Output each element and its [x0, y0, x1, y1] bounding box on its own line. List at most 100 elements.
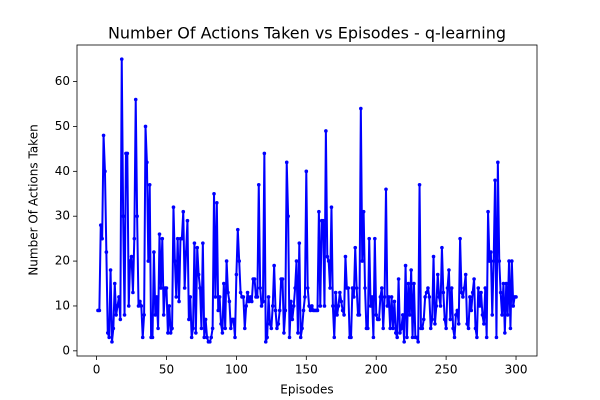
point [343, 254, 348, 259]
point [472, 277, 476, 281]
point [399, 326, 404, 331]
point [346, 286, 351, 290]
point [441, 290, 446, 295]
point [448, 317, 453, 322]
point [374, 313, 379, 317]
point [289, 299, 293, 304]
point [275, 326, 279, 331]
point [182, 286, 187, 290]
point [196, 272, 201, 277]
point [489, 250, 493, 254]
point [192, 241, 197, 245]
point [326, 259, 331, 263]
point [332, 335, 337, 340]
point [245, 290, 250, 295]
point [403, 263, 408, 268]
point [247, 299, 251, 304]
point [171, 205, 176, 210]
point [378, 295, 383, 299]
point [505, 313, 510, 317]
point [280, 277, 285, 281]
point [131, 290, 135, 295]
point [105, 331, 110, 335]
point [261, 299, 265, 304]
point [298, 335, 303, 340]
point [405, 335, 409, 340]
point [248, 295, 253, 299]
point [164, 286, 169, 290]
point [427, 295, 432, 299]
point [325, 254, 330, 259]
point [129, 254, 134, 259]
point [201, 241, 205, 245]
point [139, 304, 144, 308]
point [203, 317, 208, 322]
point [329, 205, 334, 210]
point [423, 295, 427, 299]
point [215, 200, 219, 205]
point [135, 214, 139, 219]
point [104, 250, 109, 254]
point [160, 236, 165, 241]
point [350, 286, 355, 290]
point [339, 299, 344, 304]
point [146, 259, 151, 263]
x-tick-label: 300 [505, 363, 528, 377]
point [510, 259, 514, 263]
point [258, 286, 262, 290]
point [202, 335, 207, 340]
point [482, 322, 486, 326]
point [208, 340, 212, 344]
point [310, 304, 314, 308]
point [406, 281, 411, 286]
y-tick-label: 30 [55, 209, 70, 223]
point [511, 304, 516, 308]
point [259, 304, 264, 308]
point [110, 340, 114, 344]
point [153, 313, 158, 317]
point [265, 335, 269, 340]
y-tick-label: 40 [55, 164, 70, 178]
point [468, 295, 472, 299]
point [361, 209, 366, 214]
y-tick-label: 20 [55, 254, 70, 268]
point [297, 241, 302, 245]
point [111, 326, 116, 331]
point [380, 286, 384, 290]
point [503, 331, 507, 335]
point [393, 331, 398, 335]
point [480, 313, 485, 317]
y-tick-label: 10 [55, 298, 70, 312]
point [175, 236, 180, 241]
point [438, 304, 443, 308]
point [180, 236, 184, 241]
point [270, 304, 275, 308]
point [463, 272, 468, 277]
point [486, 209, 490, 214]
point [335, 313, 339, 317]
point [431, 254, 436, 259]
y-tick-label: 50 [55, 119, 70, 133]
point [402, 340, 406, 344]
x-axis-label: Episodes [280, 383, 333, 397]
point [191, 326, 195, 331]
point [454, 313, 458, 317]
point [301, 308, 306, 313]
point [377, 317, 381, 322]
point [181, 209, 186, 214]
point [101, 133, 106, 138]
point [318, 304, 323, 308]
point [256, 182, 261, 187]
point [235, 227, 240, 232]
point [97, 308, 102, 313]
point [428, 326, 433, 331]
point [391, 326, 395, 331]
point [244, 304, 248, 308]
point [414, 335, 419, 340]
point [483, 286, 488, 290]
point [189, 335, 194, 340]
point [305, 286, 310, 290]
point [170, 326, 174, 331]
point [371, 335, 376, 340]
point [400, 313, 405, 317]
